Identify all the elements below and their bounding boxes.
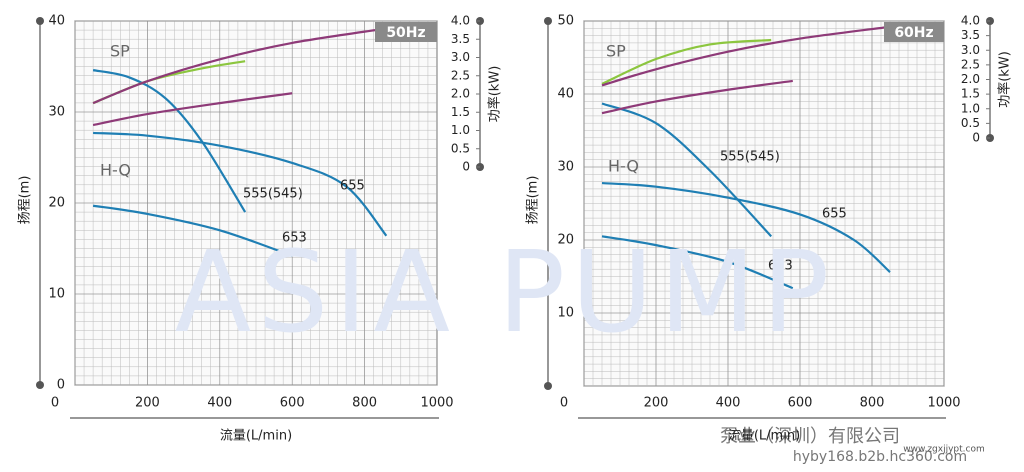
x-tick-label: 1000 bbox=[420, 396, 453, 411]
y-tick-label: 20 bbox=[48, 196, 65, 211]
annotation: H-Q bbox=[100, 161, 131, 180]
y-axis-label: 扬程(m) bbox=[18, 176, 33, 225]
y-tick-label: 20 bbox=[557, 233, 574, 248]
x-tick-label: 400 bbox=[207, 396, 232, 411]
curve bbox=[601, 102, 773, 238]
y2-tick-label: 4.0 bbox=[451, 14, 470, 28]
watermark: ASIA PUMP bbox=[175, 228, 836, 358]
footer-site: www.zgxjjypt.com bbox=[903, 445, 985, 455]
y-tick-label: 10 bbox=[557, 306, 574, 321]
y2-tick-label: 1.5 bbox=[451, 105, 470, 119]
curve bbox=[601, 79, 793, 115]
curve bbox=[601, 38, 772, 85]
y2-tick-label: 3.0 bbox=[961, 43, 980, 57]
frequency-box bbox=[375, 22, 437, 42]
annotation: H-Q bbox=[608, 157, 639, 176]
y-tick-label: 50 bbox=[557, 14, 574, 29]
x-tick-label: 1000 bbox=[927, 396, 960, 411]
y2-tick-label: 1.0 bbox=[451, 123, 470, 137]
x-tick-label: 0 bbox=[51, 396, 59, 411]
footer-url: hyby168.b2b.hc360.com bbox=[793, 449, 967, 465]
axis-end bbox=[36, 381, 44, 389]
y2-tick-label: 0.5 bbox=[451, 141, 470, 155]
y-axis-label: 扬程(m) bbox=[526, 176, 541, 225]
y2-tick-label: 2.0 bbox=[451, 87, 470, 101]
y2-tick-label: 1.0 bbox=[961, 101, 980, 115]
y2-tick-label: 2.5 bbox=[961, 57, 980, 71]
x-tick-label: 800 bbox=[860, 396, 885, 411]
curve-label: 555(545) bbox=[720, 150, 780, 165]
y-tick-label: 30 bbox=[557, 160, 574, 175]
frequency: 60Hz bbox=[894, 25, 933, 41]
axis-end bbox=[544, 17, 552, 25]
axis-end bbox=[36, 17, 44, 25]
footer-company: 泵业（深圳）有限公司 bbox=[720, 426, 900, 447]
y2-axis-label: 功率(kW) bbox=[487, 66, 503, 123]
y-tick-label: 40 bbox=[557, 87, 574, 102]
y2-tick-label: 0 bbox=[462, 160, 470, 174]
y2-axis-label: 功率(kW) bbox=[997, 51, 1013, 108]
y2-tick-label: 0.5 bbox=[961, 116, 980, 130]
curve bbox=[601, 181, 891, 273]
y2-tick-label: 0 bbox=[972, 131, 980, 145]
x-tick-label: 200 bbox=[644, 396, 669, 411]
annotation: SP bbox=[606, 42, 626, 61]
y-tick-label: 30 bbox=[48, 105, 65, 120]
y-tick-label: 10 bbox=[48, 287, 65, 302]
x-axis-label: 流量(L/min) bbox=[728, 429, 800, 444]
frequency-box bbox=[884, 22, 944, 42]
axis-end bbox=[544, 382, 552, 390]
y2-tick-label: 3.0 bbox=[451, 50, 470, 64]
y2-tick-label: 2.0 bbox=[961, 72, 980, 86]
x-axis-label: 流量(L/min) bbox=[220, 429, 292, 444]
y2-tick-label: 4.0 bbox=[961, 14, 980, 28]
x-tick-label: 600 bbox=[788, 396, 813, 411]
y2-tick-label: 3.5 bbox=[451, 32, 470, 46]
curve-label: 653 bbox=[768, 259, 793, 274]
curve bbox=[92, 204, 293, 257]
curve bbox=[601, 25, 891, 87]
x-tick-label: 0 bbox=[560, 396, 568, 411]
curve-label: 555(545) bbox=[243, 187, 303, 202]
x-tick-label: 200 bbox=[135, 396, 160, 411]
curve bbox=[92, 27, 383, 105]
curve-label: 653 bbox=[282, 231, 307, 246]
curve bbox=[92, 92, 293, 127]
curve bbox=[93, 131, 388, 237]
x-tick-label: 600 bbox=[280, 396, 305, 411]
y-tick-label: 40 bbox=[48, 14, 65, 29]
curve-label: 655 bbox=[340, 179, 365, 194]
y2-tick-label: 1.5 bbox=[961, 87, 980, 101]
y2-tick-label: 3.5 bbox=[961, 28, 980, 42]
x-tick-label: 400 bbox=[716, 396, 741, 411]
annotation: SP bbox=[110, 42, 130, 61]
y-tick-label: 0 bbox=[57, 378, 65, 393]
x-tick-label: 800 bbox=[352, 396, 377, 411]
curve-label: 655 bbox=[822, 207, 847, 222]
frequency: 50Hz bbox=[386, 25, 425, 41]
y2-tick-label: 2.5 bbox=[451, 68, 470, 82]
curve bbox=[92, 69, 247, 213]
curve bbox=[601, 235, 794, 290]
